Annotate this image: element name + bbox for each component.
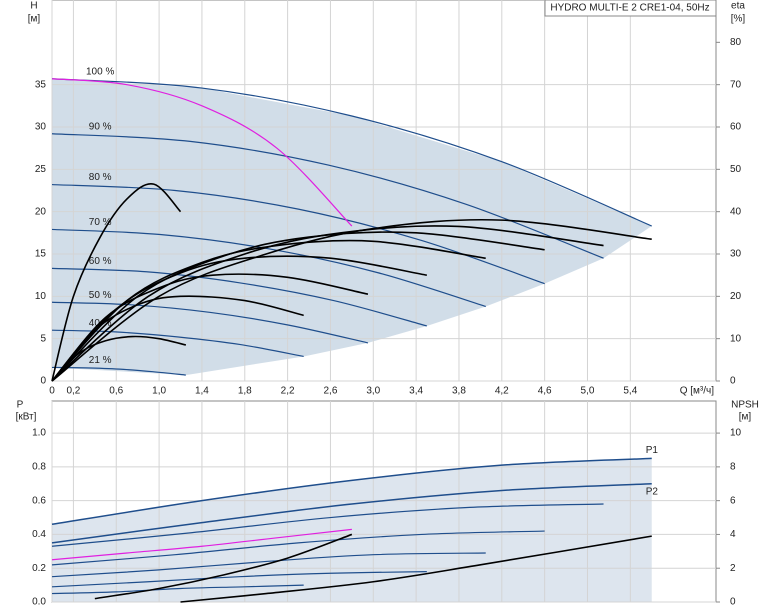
- y2-tick-label: 2: [730, 563, 736, 574]
- curve: [51, 273, 369, 382]
- y-tick-label: 0.8: [32, 462, 46, 473]
- curve-label: 70 %: [89, 217, 112, 228]
- curve: [51, 267, 427, 327]
- x-tick-label: 5,4: [623, 386, 637, 397]
- curve: [51, 584, 304, 595]
- curve: [51, 78, 652, 227]
- x-tick-label: 1,4: [195, 386, 209, 397]
- y2-tick-label: 0: [730, 376, 736, 387]
- curve: [51, 530, 545, 566]
- x-tick-label: 5,0: [581, 386, 595, 397]
- y2-tick-label: 40: [730, 206, 742, 217]
- y2-tick-label: 0: [730, 597, 736, 608]
- x-tick-label: 3,4: [409, 386, 423, 397]
- y2-tick-label: 10: [730, 333, 742, 344]
- curve: [51, 552, 486, 578]
- y-tick-label: 35: [35, 79, 47, 90]
- x-tick-label: 0: [49, 386, 55, 397]
- y2-axis-unit: [%]: [731, 14, 746, 25]
- curve: [51, 301, 369, 344]
- curve: [51, 335, 187, 382]
- curve-label: 21 %: [89, 355, 112, 366]
- curve: [180, 535, 652, 603]
- x-tick-label: 0,2: [66, 386, 80, 397]
- y2-tick-label: 20: [730, 291, 742, 302]
- y-tick-label: 1.0: [32, 428, 46, 439]
- y-tick-label: 5: [40, 333, 46, 344]
- curve: [51, 503, 604, 547]
- y2-tick-label: 30: [730, 249, 742, 260]
- x-tick-label: 4,2: [495, 386, 509, 397]
- y2-axis-label: eta: [731, 1, 745, 12]
- curve: [51, 228, 486, 308]
- y-tick-label: 20: [35, 206, 47, 217]
- curve-label: 100 %: [86, 66, 114, 77]
- y-tick-label: 15: [35, 249, 47, 260]
- curve: [51, 570, 427, 588]
- x-tick-label: 2,2: [281, 386, 295, 397]
- y-tick-label: 25: [35, 164, 47, 175]
- x-tick-label: 3,0: [366, 386, 380, 397]
- chart-title: HYDRO MULTI-E 2 CRE1-04, 50Hz: [550, 3, 709, 14]
- title-box: [544, 0, 717, 17]
- y2-tick-label: 50: [730, 164, 742, 175]
- x-tick-label: 3,8: [452, 386, 466, 397]
- curve: [51, 218, 652, 382]
- y-axis-unit: [м]: [28, 14, 41, 25]
- curve-label: P1: [646, 445, 659, 456]
- y2-tick-label: 8: [730, 462, 736, 473]
- y2-tick-label: 4: [730, 529, 736, 540]
- curve: [51, 231, 545, 382]
- y-axis-label: H: [30, 1, 37, 12]
- curve: [51, 366, 186, 376]
- y-tick-label: 0: [40, 376, 46, 387]
- curve-label: 90 %: [89, 121, 112, 132]
- curve: [51, 255, 427, 382]
- x-tick-label: 0,6: [109, 386, 123, 397]
- curve-label: 60 %: [89, 256, 112, 267]
- y2-tick-label: 10: [730, 428, 742, 439]
- curve: [51, 225, 604, 382]
- y2-tick-label: 70: [730, 79, 742, 90]
- curve: [51, 183, 182, 382]
- curve: [51, 457, 652, 526]
- y-axis-label: P: [17, 400, 24, 411]
- y2-tick-label: 6: [730, 495, 736, 506]
- curve: [51, 483, 652, 544]
- y-tick-label: 10: [35, 291, 47, 302]
- curve: [51, 133, 604, 259]
- curve: [51, 528, 352, 561]
- x-tick-label: 1,8: [238, 386, 252, 397]
- y-tick-label: 0.2: [32, 563, 46, 574]
- curve-label: 80 %: [89, 172, 112, 183]
- curve: [94, 533, 353, 600]
- curve: [51, 295, 304, 382]
- y-tick-label: 30: [35, 122, 47, 133]
- x-tick-label: 1,0: [152, 386, 166, 397]
- curve: [51, 239, 486, 382]
- y2-tick-label: 80: [730, 37, 742, 48]
- y-tick-label: 0.0: [32, 597, 46, 608]
- y2-axis-unit: [м]: [739, 412, 752, 423]
- curve: [51, 78, 353, 227]
- x-axis-label: Q [м³/ч]: [680, 386, 715, 397]
- curve-label: P2: [646, 486, 659, 497]
- curve-label: 50 %: [89, 290, 112, 301]
- y-tick-label: 0.6: [32, 495, 46, 506]
- y-axis-unit: [кВт]: [16, 412, 37, 423]
- x-tick-label: 4,6: [538, 386, 552, 397]
- y-tick-label: 0.4: [32, 529, 46, 540]
- x-tick-label: 2,6: [323, 386, 337, 397]
- y2-axis-label: NPSH: [731, 400, 759, 411]
- y2-tick-label: 60: [730, 122, 742, 133]
